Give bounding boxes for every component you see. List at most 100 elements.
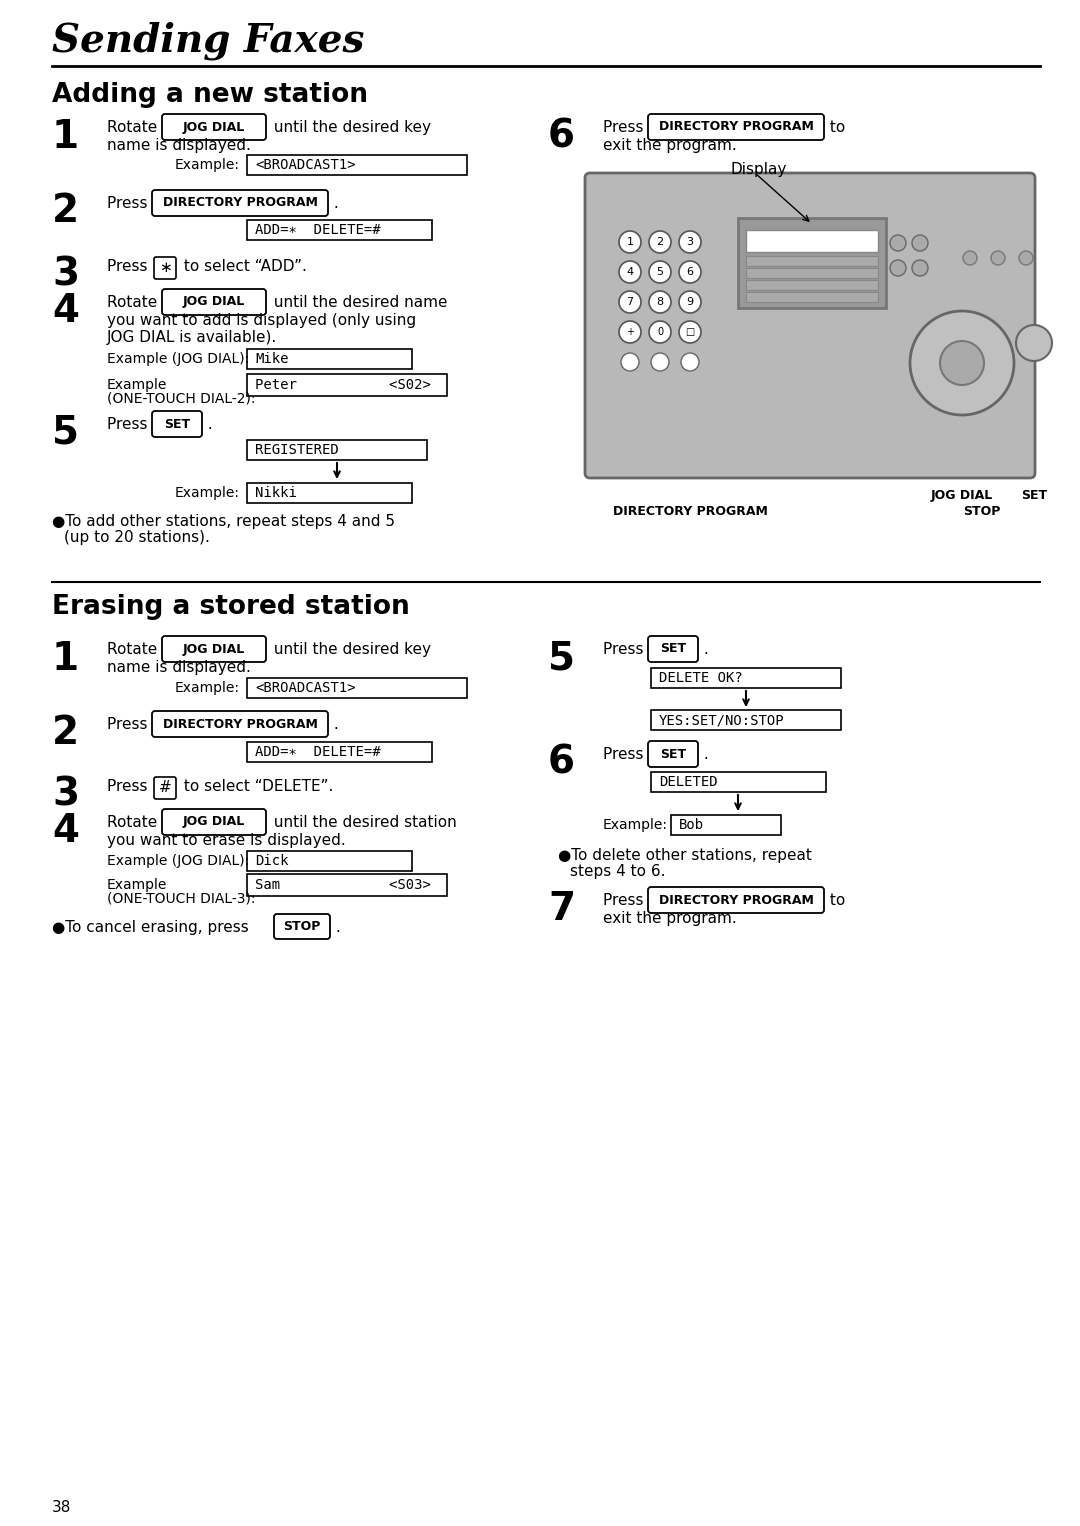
Text: Mike: Mike — [255, 353, 288, 366]
Text: 6: 6 — [687, 267, 693, 278]
Text: .: . — [699, 642, 708, 658]
Text: Nikki: Nikki — [255, 485, 297, 501]
Text: Press: Press — [603, 893, 648, 908]
Text: Display: Display — [730, 162, 786, 177]
Text: Press: Press — [107, 778, 152, 794]
Text: REGISTERED: REGISTERED — [255, 443, 339, 456]
Text: Press: Press — [107, 417, 152, 432]
FancyBboxPatch shape — [162, 288, 266, 314]
Text: Example (JOG DIAL):: Example (JOG DIAL): — [107, 353, 249, 366]
Text: JOG DIAL: JOG DIAL — [183, 815, 245, 829]
Circle shape — [910, 311, 1014, 415]
Text: 3: 3 — [52, 777, 79, 813]
Text: Press: Press — [107, 717, 152, 732]
Bar — [651, 772, 826, 792]
Text: Press: Press — [603, 748, 648, 761]
Text: SET: SET — [660, 642, 686, 656]
Text: 1: 1 — [626, 237, 634, 247]
Circle shape — [679, 261, 701, 282]
Circle shape — [619, 261, 642, 282]
Text: Press: Press — [107, 195, 152, 211]
Text: name is displayed.: name is displayed. — [107, 137, 251, 153]
Text: Example:: Example: — [175, 485, 240, 501]
Text: <BROADCAST1>: <BROADCAST1> — [255, 159, 355, 172]
Circle shape — [912, 259, 928, 276]
Text: 4: 4 — [52, 812, 79, 850]
FancyBboxPatch shape — [162, 636, 266, 662]
Text: (ONE-TOUCH DIAL-3):: (ONE-TOUCH DIAL-3): — [107, 893, 256, 906]
Text: ADD=∗  DELETE=#: ADD=∗ DELETE=# — [255, 223, 380, 237]
Text: DIRECTORY PROGRAM: DIRECTORY PROGRAM — [163, 197, 318, 209]
Circle shape — [649, 230, 671, 253]
Text: ADD=∗  DELETE=#: ADD=∗ DELETE=# — [255, 745, 380, 758]
Bar — [247, 484, 411, 504]
Text: DELETED: DELETED — [659, 775, 717, 789]
Text: <BROADCAST1>: <BROADCAST1> — [255, 681, 355, 694]
Text: 6: 6 — [548, 745, 575, 781]
Bar — [247, 852, 411, 871]
Text: 4: 4 — [626, 267, 634, 278]
Text: 38: 38 — [52, 1500, 71, 1515]
Text: JOG DIAL: JOG DIAL — [183, 121, 245, 133]
Text: ∗: ∗ — [159, 261, 172, 276]
Text: JOG DIAL: JOG DIAL — [183, 296, 245, 308]
Text: 1: 1 — [52, 639, 79, 678]
Text: until the desired key: until the desired key — [269, 642, 431, 658]
Text: Rotate: Rotate — [107, 295, 162, 310]
Text: Peter           <S02>: Peter <S02> — [255, 378, 431, 392]
Bar — [247, 678, 467, 697]
FancyBboxPatch shape — [648, 636, 698, 662]
Text: 3: 3 — [687, 237, 693, 247]
Text: 7: 7 — [548, 890, 576, 928]
FancyBboxPatch shape — [162, 809, 266, 835]
Text: 0: 0 — [657, 327, 663, 337]
Text: Erasing a stored station: Erasing a stored station — [52, 594, 409, 620]
Circle shape — [619, 291, 642, 313]
Text: 7: 7 — [626, 298, 634, 307]
Text: Sending Faxes: Sending Faxes — [52, 21, 364, 61]
Circle shape — [679, 320, 701, 343]
Text: Example:: Example: — [603, 818, 669, 832]
Text: 2: 2 — [52, 192, 79, 230]
Circle shape — [619, 230, 642, 253]
FancyBboxPatch shape — [648, 887, 824, 913]
Text: to select “ADD”.: to select “ADD”. — [179, 259, 307, 275]
Text: name is displayed.: name is displayed. — [107, 661, 251, 674]
Text: DIRECTORY PROGRAM: DIRECTORY PROGRAM — [659, 121, 813, 133]
Circle shape — [912, 235, 928, 250]
FancyBboxPatch shape — [162, 114, 266, 140]
Bar — [247, 439, 427, 459]
Circle shape — [1016, 325, 1052, 362]
Text: until the desired key: until the desired key — [269, 121, 431, 134]
Text: until the desired name: until the desired name — [269, 295, 447, 310]
Text: steps 4 to 6.: steps 4 to 6. — [570, 864, 665, 879]
Bar — [247, 349, 411, 369]
Bar — [671, 815, 781, 835]
Circle shape — [649, 261, 671, 282]
Text: SET: SET — [660, 748, 686, 760]
Text: Press: Press — [603, 642, 648, 658]
Text: you want to erase is displayed.: you want to erase is displayed. — [107, 833, 346, 848]
Circle shape — [619, 320, 642, 343]
Text: SET: SET — [1021, 488, 1048, 502]
Text: 2: 2 — [657, 237, 663, 247]
FancyBboxPatch shape — [152, 191, 328, 217]
FancyBboxPatch shape — [585, 172, 1035, 478]
FancyBboxPatch shape — [154, 777, 176, 800]
Circle shape — [890, 259, 906, 276]
Circle shape — [681, 353, 699, 371]
Text: 4: 4 — [52, 291, 79, 330]
Text: SET: SET — [164, 418, 190, 430]
Text: Press: Press — [107, 259, 152, 275]
Text: exit the program.: exit the program. — [603, 137, 737, 153]
Text: .: . — [329, 717, 339, 732]
Text: Sam             <S03>: Sam <S03> — [255, 877, 431, 893]
Text: Rotate: Rotate — [107, 121, 162, 134]
FancyBboxPatch shape — [152, 410, 202, 436]
Bar — [746, 291, 878, 302]
Text: to select “DELETE”.: to select “DELETE”. — [179, 778, 334, 794]
Bar — [746, 230, 878, 252]
Text: JOG DIAL: JOG DIAL — [931, 488, 994, 502]
Text: ●To delete other stations, repeat: ●To delete other stations, repeat — [558, 848, 812, 864]
Bar — [746, 269, 878, 278]
